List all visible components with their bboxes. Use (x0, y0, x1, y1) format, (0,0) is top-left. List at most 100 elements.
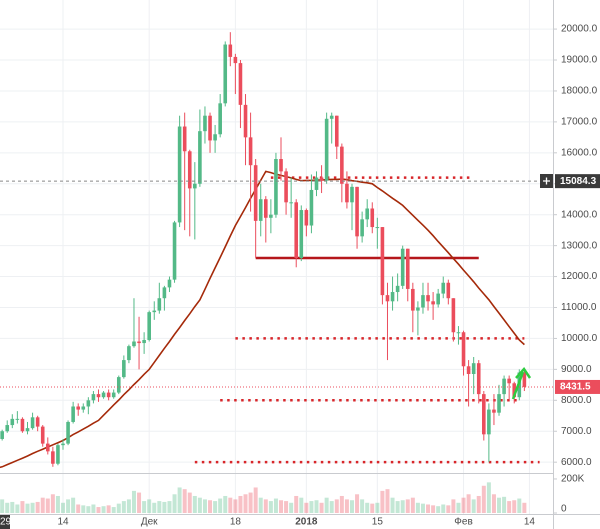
candle-body (492, 409, 496, 413)
candle-body (177, 126, 182, 223)
volume-bar (294, 495, 299, 513)
y-tick-label: 11000.0 (561, 302, 597, 313)
volume-bar (436, 506, 441, 513)
y-tick-label: 12000.0 (561, 271, 598, 282)
volume-bar (25, 503, 30, 513)
y-tick-label: 13000.0 (561, 240, 598, 251)
candle-body (116, 377, 121, 393)
candle-body (416, 307, 420, 311)
candle-body (487, 409, 491, 435)
candle-body (380, 227, 385, 296)
volume-bar (167, 501, 172, 513)
volume-bar (334, 499, 339, 513)
volume-bar (66, 499, 71, 513)
volume-bar (258, 497, 263, 513)
candle-body (360, 219, 364, 237)
y-tick-label: 6000.0 (561, 457, 592, 468)
candle-body (441, 282, 446, 294)
volume-bar (137, 492, 142, 513)
volume-bar (111, 507, 116, 513)
volume-bar (152, 502, 157, 513)
volume-bar (228, 497, 233, 513)
candle-body (137, 341, 141, 344)
candle-body (106, 392, 111, 398)
volume-bar (101, 506, 106, 513)
volume-bar (390, 497, 395, 513)
candle-body (5, 425, 10, 432)
candle-body (203, 115, 207, 132)
volume-bar (81, 505, 86, 513)
volume-bar (71, 497, 76, 513)
volume-bar (5, 502, 10, 513)
volume-bar (243, 494, 248, 513)
candle-body (304, 210, 309, 226)
candle-body (451, 298, 456, 333)
candle-body (198, 131, 202, 184)
volume-bar (456, 502, 461, 513)
volume-bar (395, 501, 400, 513)
plus-icon (543, 177, 550, 185)
candle-body (482, 394, 486, 435)
volume-bar (415, 502, 420, 513)
candle-body (111, 392, 116, 398)
last-price-label: 8431.5 (560, 382, 591, 393)
x-tick-label: 29 (0, 517, 12, 528)
volume-bar (385, 489, 390, 513)
volume-bar (284, 501, 289, 513)
candle-body (66, 421, 70, 444)
volume-bar (522, 502, 527, 513)
volume-bar (86, 506, 91, 513)
volume-bar (451, 499, 456, 513)
candle-body (61, 443, 65, 446)
candle-body (350, 186, 354, 203)
candle-body (522, 372, 527, 387)
volume-bar (15, 504, 20, 513)
volume-bar (30, 502, 35, 513)
y-tick-label: 20000.0 (561, 24, 598, 35)
volume-bar (512, 500, 517, 513)
volume-bar (45, 498, 50, 513)
candle-body (40, 426, 45, 444)
volume-bar (476, 495, 481, 513)
volume-bar (329, 501, 334, 513)
volume-bar (304, 502, 309, 513)
candle-body (299, 210, 304, 258)
volume-bar (142, 501, 147, 513)
moving-average-line (0, 170, 525, 469)
volume-bar (461, 497, 466, 513)
candle-body (289, 202, 293, 204)
y-tick-label: 19000.0 (561, 55, 598, 66)
volume-bar (420, 503, 425, 513)
candle-body (274, 159, 278, 215)
candle-body (324, 118, 329, 181)
candle-body (243, 104, 248, 138)
y-tick-label: 14000.0 (561, 209, 598, 220)
candle-body (35, 417, 40, 427)
volume-bar (61, 502, 65, 513)
candle-body (172, 222, 177, 280)
x-tick-label: 15 (372, 517, 384, 528)
volume-bar (248, 492, 253, 513)
volume-bar (446, 505, 451, 513)
candle-body (96, 394, 101, 398)
candle-body (167, 279, 172, 288)
y-tick-label: 8000.0 (561, 395, 592, 406)
candle-body (187, 151, 192, 189)
candle-body (228, 44, 233, 57)
candle-body (294, 202, 299, 258)
candle-body (329, 115, 334, 119)
candle-body (71, 406, 75, 422)
candle-body (25, 428, 30, 432)
price-marker-box (555, 174, 600, 189)
candle-body (213, 134, 217, 141)
volume-bar (96, 507, 101, 513)
axes: 6000.0 7000.0 8000.0 9000.0 10000.0 11000.0 12… (0, 24, 600, 529)
volume-bar (405, 499, 410, 513)
candle-body (0, 431, 4, 439)
volume-bar (507, 501, 512, 513)
x-tick-label: 14 (57, 517, 69, 528)
price-marker-label: 15084.3 (560, 176, 597, 187)
volume-bar (517, 498, 522, 513)
